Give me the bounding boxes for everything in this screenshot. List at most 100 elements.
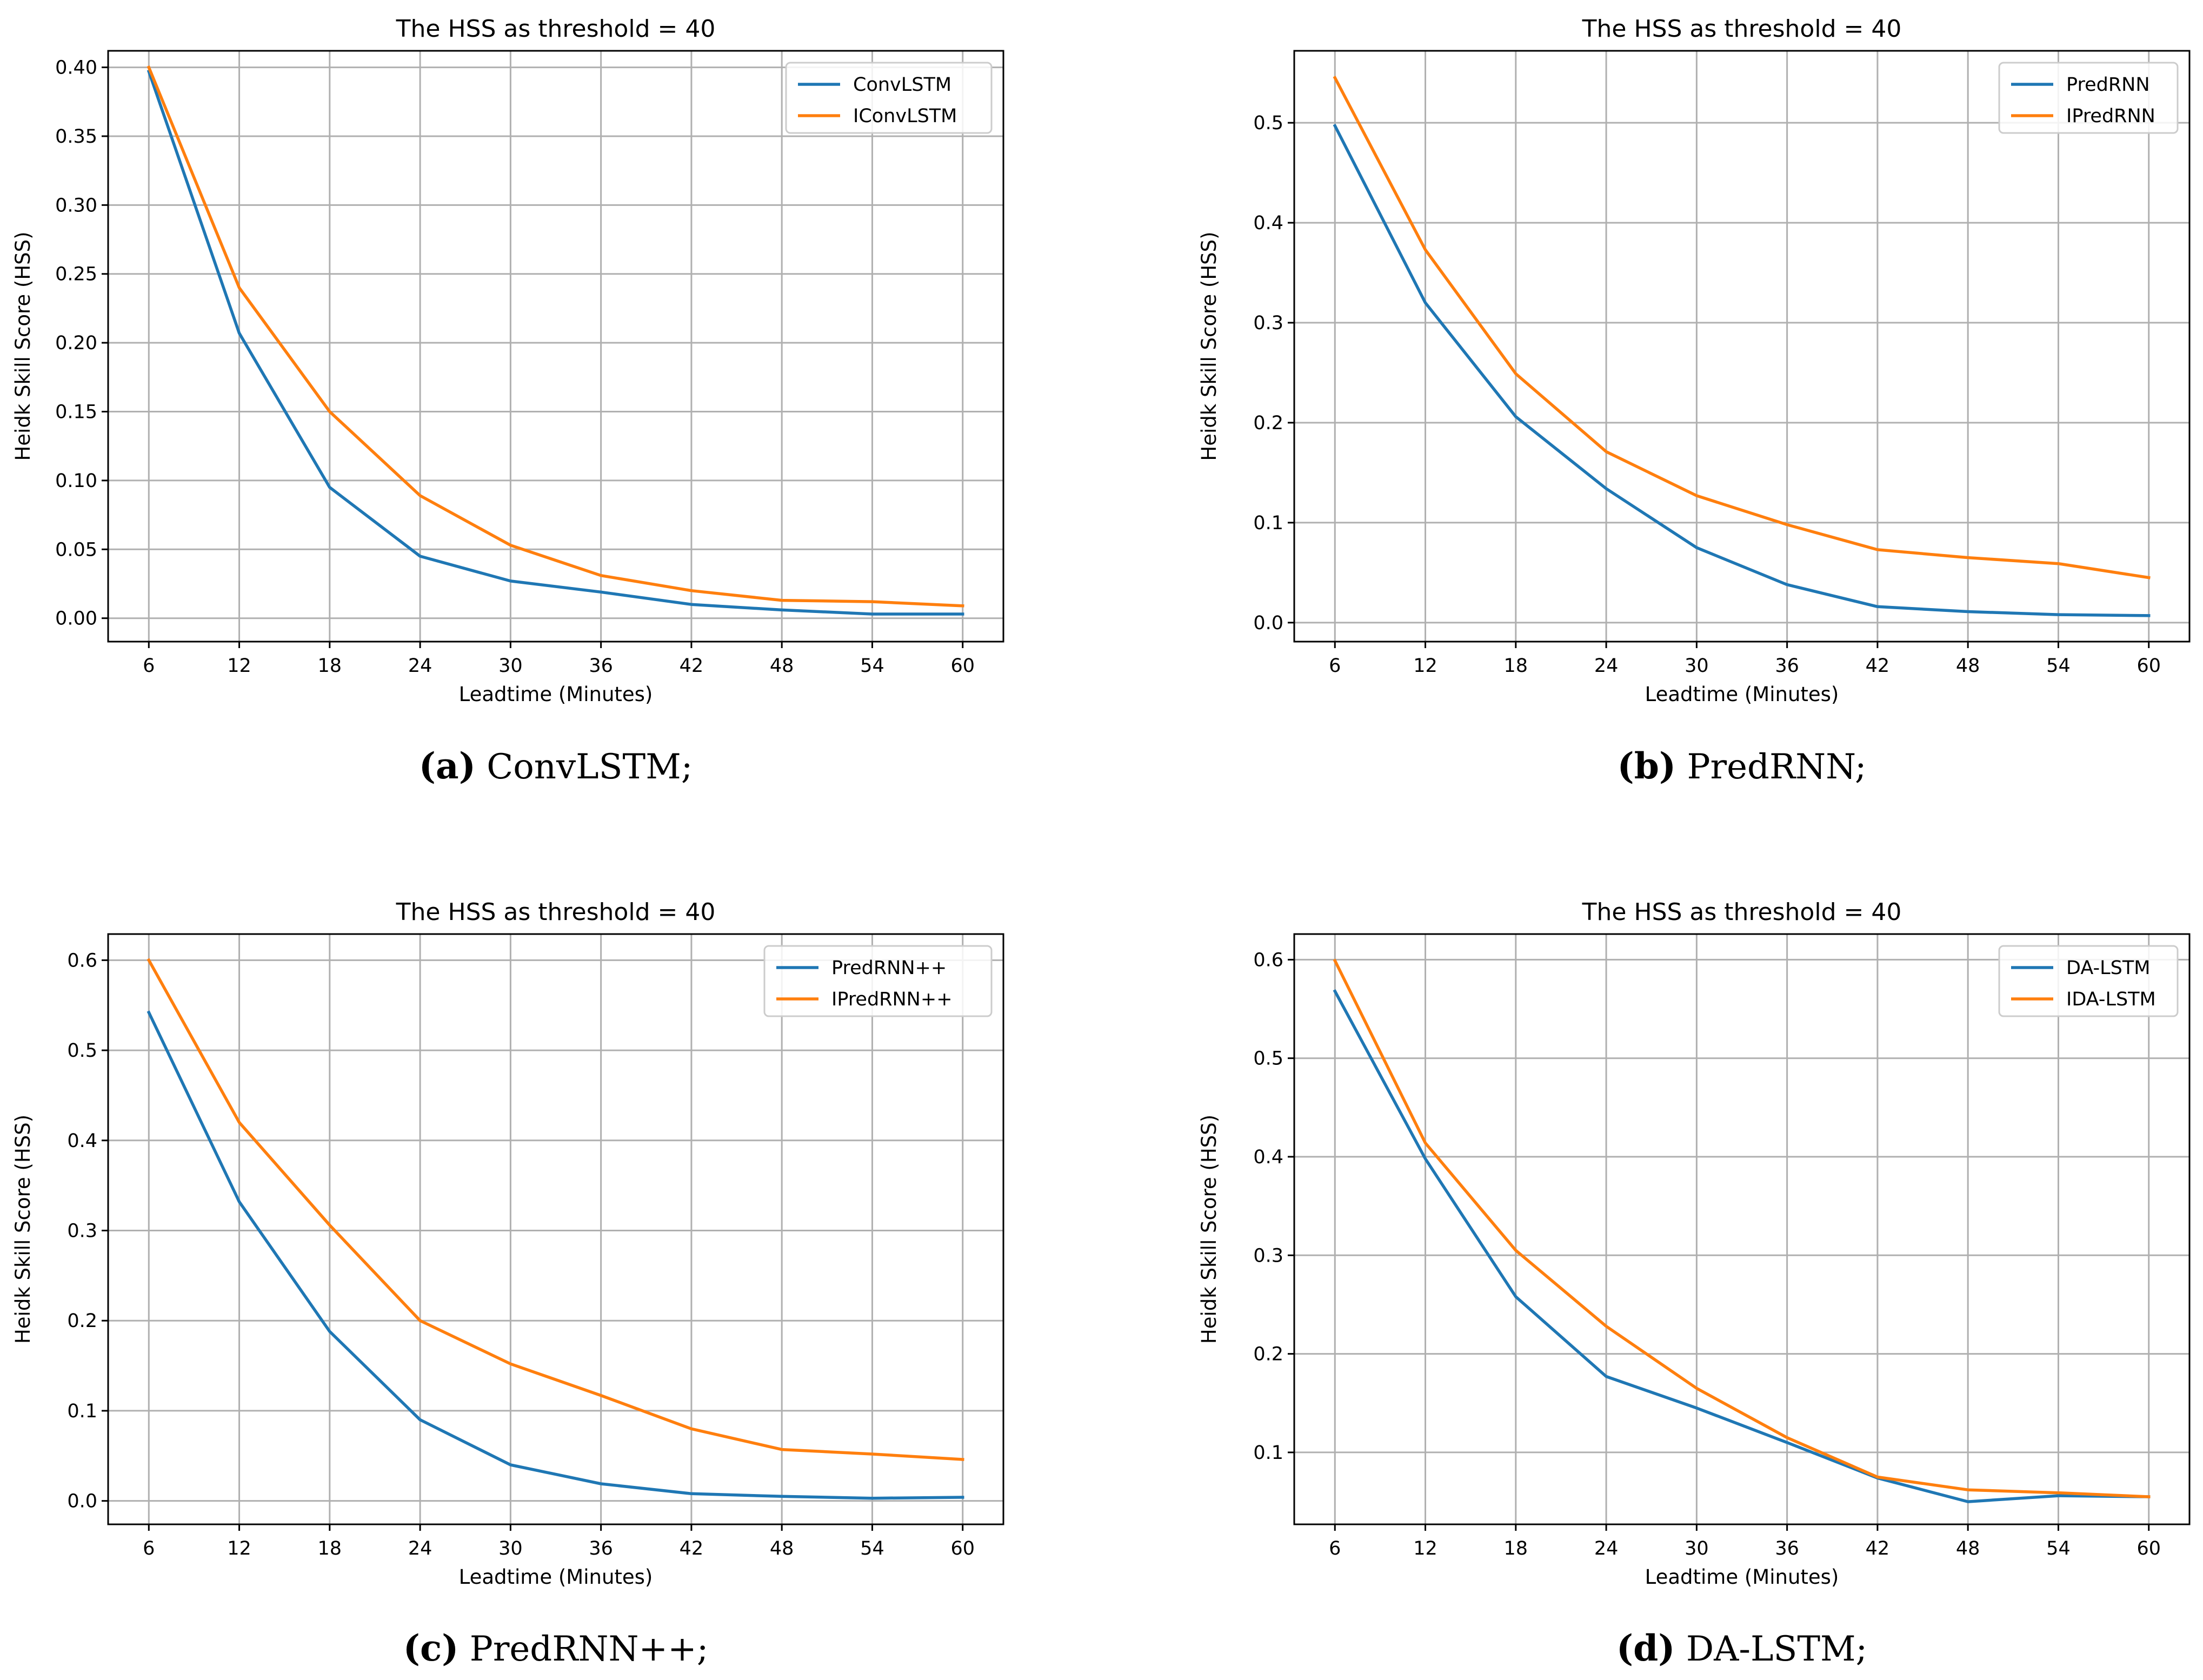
x-tick-label: 36: [589, 655, 613, 677]
y-tick-label: 0.5: [1253, 112, 1283, 134]
x-tick-label: 48: [770, 1538, 794, 1559]
x-axis-label: Leadtime (Minutes): [1645, 683, 1839, 706]
y-tick-label: 0.30: [55, 195, 97, 216]
y-tick-label: 0.4: [1253, 1146, 1283, 1168]
series-line-PredRNN: [1333, 124, 2151, 617]
y-tick-label: 0.5: [1253, 1048, 1283, 1070]
y-tick-label: 0.3: [67, 1221, 97, 1242]
y-tick-label: 0.15: [55, 402, 97, 423]
x-tick-label: 12: [1413, 1538, 1437, 1559]
x-tick-label: 12: [227, 1538, 251, 1559]
y-tick-label: 0.00: [55, 608, 97, 630]
panel-d: 6 12 18 24 30 36 42 48 54 60 0.1 0.2 0.3 0.4 0.5 0.6 The…: [1197, 898, 2191, 1669]
x-tick-label: 24: [1594, 1538, 1619, 1559]
caption-text: ConvLSTM;: [476, 747, 693, 787]
axes-frame: [1293, 50, 2191, 643]
x-tick-label: 36: [1775, 655, 1799, 677]
series-line-ConvLSTM: [147, 69, 964, 616]
x-tick-label: 6: [1329, 655, 1341, 677]
y-tick-label: 0.1: [1253, 512, 1283, 534]
caption-text: PredRNN;: [1676, 747, 1866, 787]
legend-label: IPredRNN: [2066, 105, 2155, 127]
y-tick-label: 0.0: [67, 1491, 97, 1512]
x-tick-label: 18: [318, 1538, 342, 1559]
x-tick-label: 42: [1866, 1538, 1890, 1559]
x-tick-label: 42: [680, 655, 704, 677]
series-line-IDA-LSTM: [1333, 958, 2151, 1498]
x-tick-label: 60: [2137, 1538, 2161, 1559]
x-tick-label: 54: [860, 1538, 884, 1559]
legend-label: IConvLSTM: [853, 105, 957, 127]
y-tick-label: 0.10: [55, 470, 97, 492]
x-tick-label: 54: [2046, 655, 2071, 677]
x-tick-label: 18: [1504, 655, 1528, 677]
panel-caption: (b) PredRNN;: [1618, 745, 1867, 787]
y-tick-label: 0.2: [1253, 1344, 1283, 1365]
y-tick-label: 0.2: [1253, 412, 1283, 434]
legend-label: ConvLSTM: [853, 74, 951, 96]
x-tick-label: 42: [1866, 655, 1890, 677]
x-tick-label: 30: [1685, 1538, 1709, 1559]
x-axis-label: Leadtime (Minutes): [459, 1565, 653, 1589]
x-tick-label: 6: [1329, 1538, 1341, 1559]
x-tick-label: 24: [408, 655, 432, 677]
y-tick-label: 0.20: [55, 332, 97, 354]
x-tick-label: 60: [2137, 655, 2161, 677]
y-tick-label: 0.35: [55, 126, 97, 148]
caption-letter: (b): [1618, 745, 1676, 787]
legend-label: DA-LSTM: [2066, 957, 2150, 979]
y-tick-label: 0.4: [67, 1130, 97, 1152]
y-axis-label: Heidk Skill Score (HSS): [1197, 231, 1221, 461]
x-tick-label: 6: [143, 655, 155, 677]
x-tick-label: 54: [860, 655, 884, 677]
x-tick-label: 30: [1685, 655, 1709, 677]
y-tick-label: 0.3: [1253, 312, 1283, 334]
y-axis-label: Heidk Skill Score (HSS): [1197, 1115, 1221, 1344]
x-axis-label: Leadtime (Minutes): [1645, 1565, 1839, 1589]
chart-title: The HSS as threshold = 40: [396, 898, 716, 926]
x-tick-label: 54: [2046, 1538, 2071, 1559]
chart-title: The HSS as threshold = 40: [1582, 15, 1902, 43]
x-axis-label: Leadtime (Minutes): [459, 683, 653, 706]
x-tick-label: 30: [498, 1538, 523, 1559]
x-tick-label: 18: [318, 655, 342, 677]
chart-title: The HSS as threshold = 40: [396, 15, 716, 43]
x-tick-label: 48: [770, 655, 794, 677]
x-tick-label: 24: [1594, 655, 1619, 677]
series-line-DA-LSTM: [1333, 989, 2151, 1503]
legend-label: IPredRNN++: [831, 989, 953, 1010]
x-tick-label: 12: [227, 655, 251, 677]
y-tick-label: 0.0: [1253, 612, 1283, 634]
y-tick-label: 0.3: [1253, 1245, 1283, 1266]
x-tick-label: 18: [1504, 1538, 1528, 1559]
axes-frame: [1293, 933, 2191, 1525]
y-tick-label: 0.2: [67, 1310, 97, 1332]
x-tick-label: 48: [1956, 655, 1980, 677]
caption-letter: (c): [403, 1627, 459, 1669]
series-line-PredRNN++: [147, 1010, 964, 1500]
series-line-IPredRNN: [1333, 76, 2151, 579]
y-tick-label: 0.6: [1253, 949, 1283, 971]
caption-letter: (a): [419, 745, 476, 787]
panel-caption: (a) ConvLSTM;: [419, 745, 693, 787]
caption-text: PredRNN++;: [458, 1629, 708, 1669]
y-tick-label: 0.4: [1253, 212, 1283, 234]
y-tick-label: 0.05: [55, 539, 97, 561]
y-axis-label: Heidk Skill Score (HSS): [11, 231, 35, 461]
y-tick-label: 0.40: [55, 57, 97, 79]
y-axis-label: Heidk Skill Score (HSS): [11, 1115, 35, 1344]
y-tick-label: 0.1: [67, 1401, 97, 1422]
x-tick-label: 48: [1956, 1538, 1980, 1559]
panel-c: 6 12 18 24 30 36 42 48 54 60 0.0 0.1 0.2 0.3 0.4 0.5 0.6…: [11, 898, 1004, 1669]
caption-text: DA-LSTM;: [1675, 1629, 1867, 1669]
legend-label: PredRNN++: [831, 957, 947, 979]
x-tick-label: 12: [1413, 655, 1437, 677]
panel-caption: (d) DA-LSTM;: [1616, 1627, 1867, 1669]
x-tick-label: 6: [143, 1538, 155, 1559]
series-line-IPredRNN++: [147, 958, 964, 1461]
panel-caption: (c) PredRNN++;: [403, 1627, 709, 1669]
x-tick-label: 42: [680, 1538, 704, 1559]
series-line-IConvLSTM: [147, 65, 964, 608]
x-tick-label: 60: [950, 1538, 975, 1559]
